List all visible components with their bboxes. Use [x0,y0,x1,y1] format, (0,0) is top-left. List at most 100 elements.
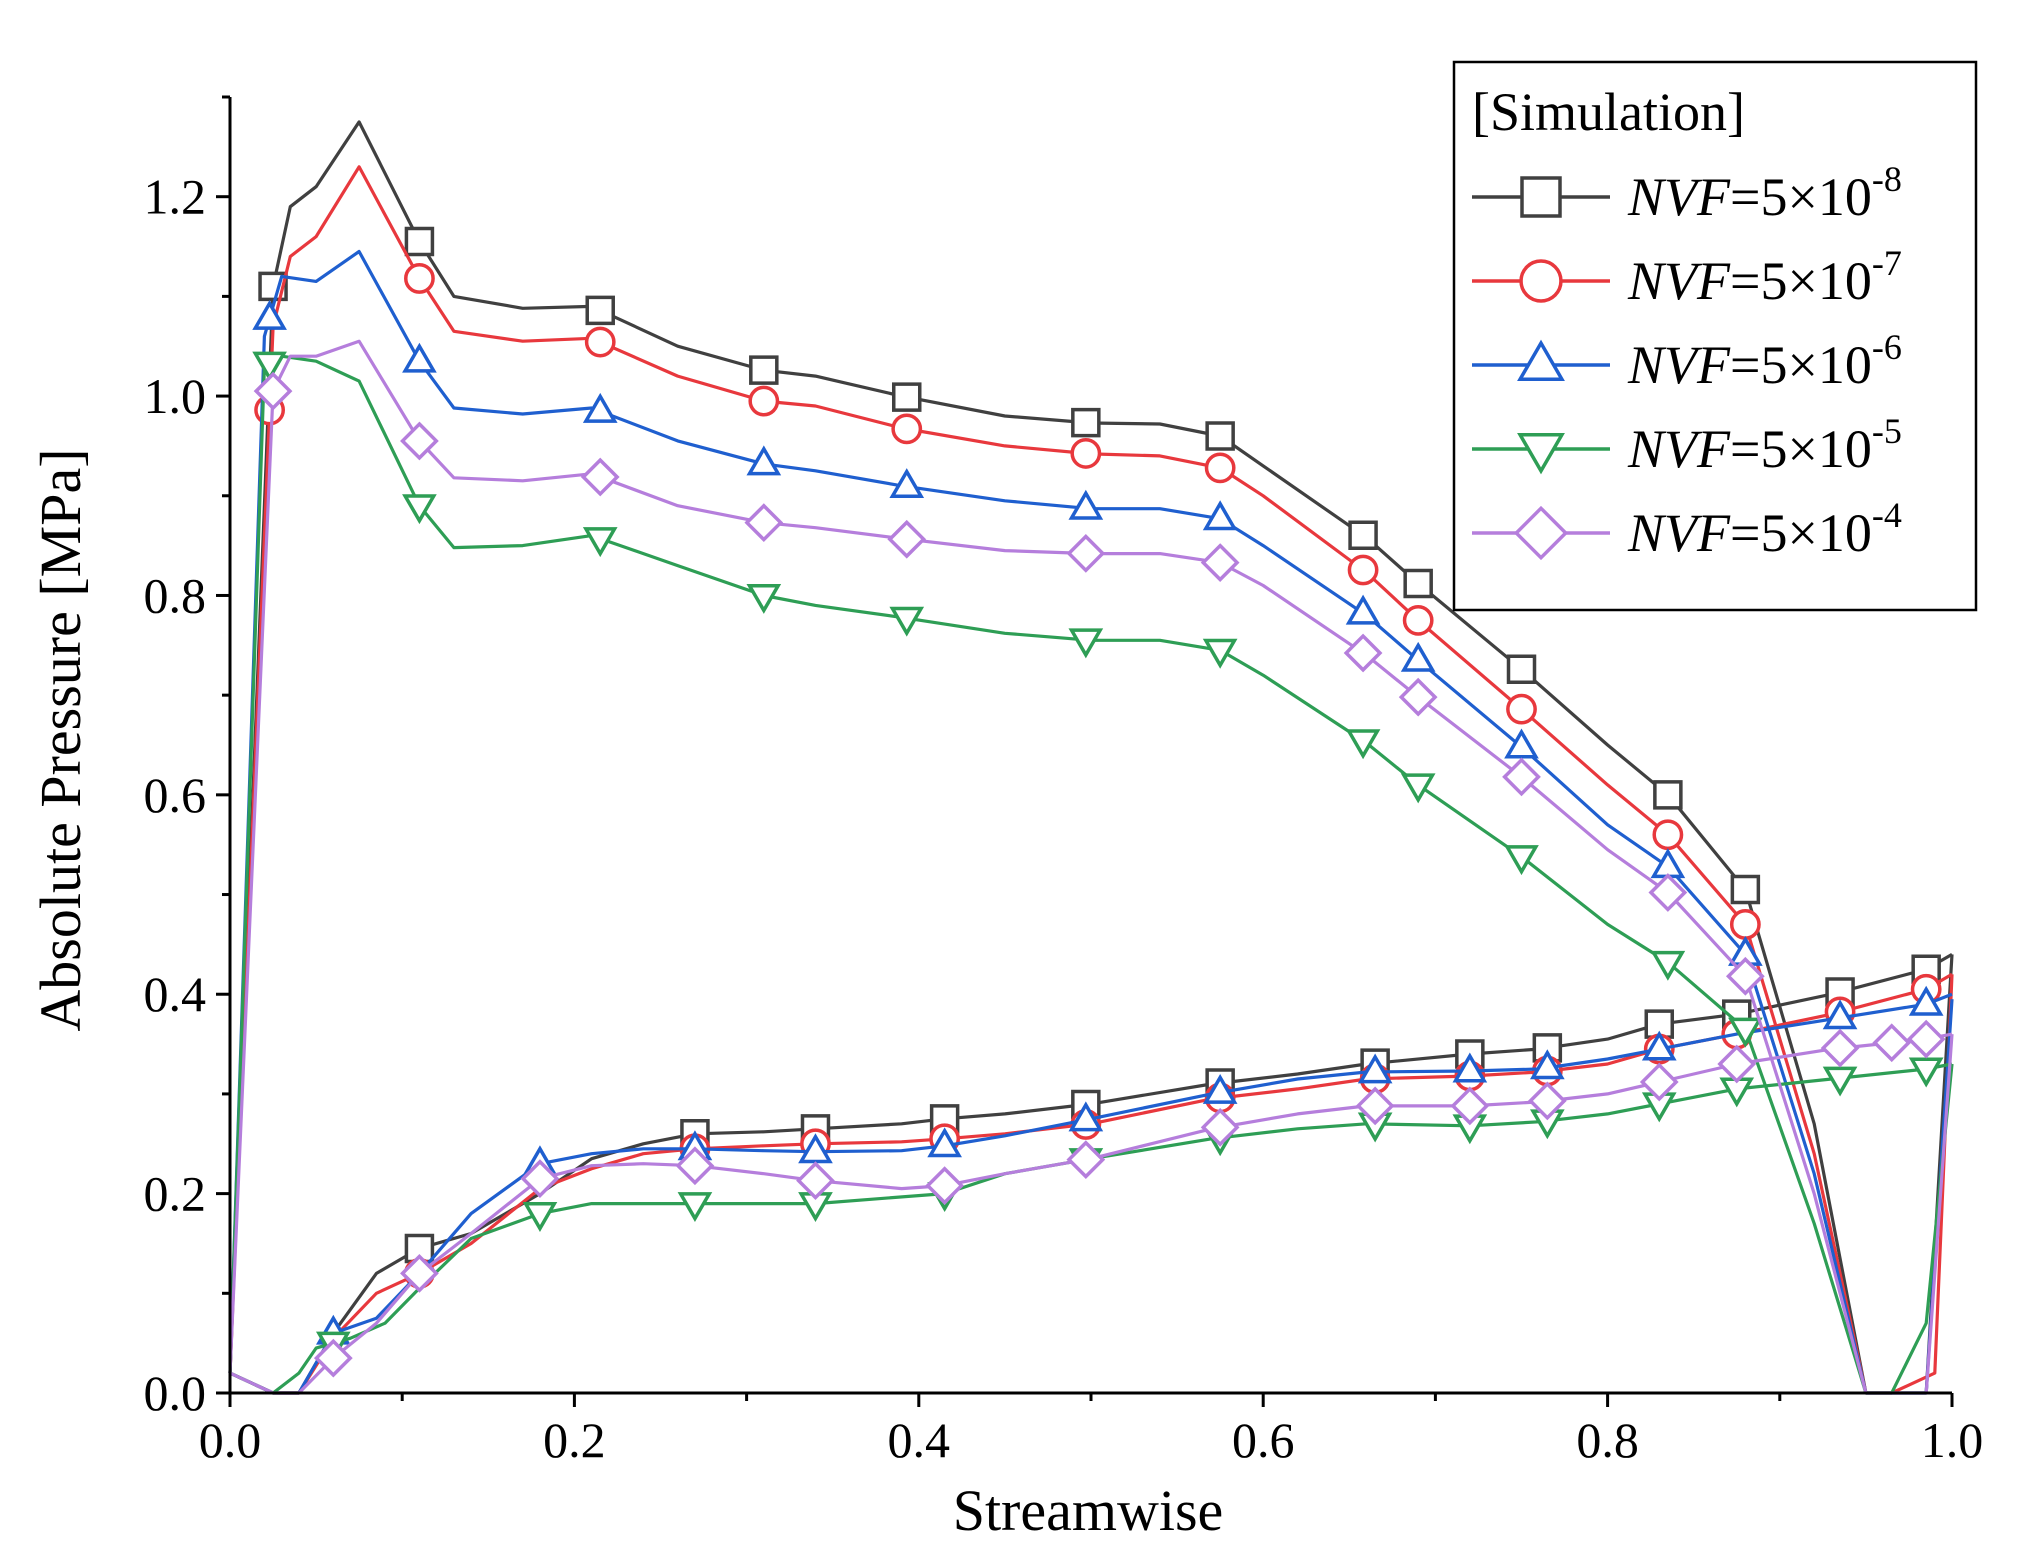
series-3-upper-marker-1 [402,494,437,525]
series-0-upper-marker-1 [404,226,435,257]
series-0-lower-marker-8 [1532,1033,1563,1063]
series-2-lower-marker-12 [1908,985,1944,1016]
legend-entry-3-equals: =5×10 [1730,419,1872,479]
series-2-upper-marker-7 [1345,594,1381,625]
legend-entry-3-exponent: -5 [1872,411,1902,451]
x-tick-label-1: 0.2 [543,1412,606,1468]
y-tick-label-5: 1.0 [144,368,207,424]
series-3-lower-marker-2 [677,1192,713,1223]
series-0-upper-marker-6 [1205,421,1235,451]
legend-entry-2-prefix: NVF [1627,335,1731,395]
series-4-lower-marker-11 [1639,1062,1679,1102]
legend-entry-2-exponent: -6 [1872,327,1902,367]
series-4-upper-marker-4 [887,519,927,559]
series-4-lower-marker-1 [400,1253,439,1293]
legend-entry-1-marker [1519,259,1563,303]
series-0-upper-marker-10 [1653,780,1683,810]
x-tick-label-2: 0.4 [888,1412,951,1468]
legend-entry-4-prefix: NVF [1627,503,1731,563]
x-tick-label-0: 0.0 [199,1412,262,1468]
legend-entry-3-prefix: NVF [1627,419,1731,479]
legend-entry-1-prefix: NVF [1627,251,1731,311]
series-3-upper-marker-6 [1202,638,1238,669]
series-4 [228,339,1954,1395]
series-layer [228,120,1954,1395]
series-3-upper-marker-4 [889,606,925,637]
series-4-lower-marker-13 [1820,1028,1860,1068]
legend-entry-4-label: NVF=5×10-4 [1627,495,1902,563]
series-4-lower-marker-14 [1872,1023,1912,1063]
series-4-upper-marker-8 [1398,677,1438,717]
series-1-upper-marker-9 [1506,693,1537,725]
series-3-upper-marker-5 [1068,628,1104,659]
series-4-lower-marker-5 [925,1166,965,1206]
y-tick-label-6: 1.2 [144,169,207,225]
series-3-upper-marker-3 [746,583,782,614]
series-4-lower-marker-7 [1200,1107,1240,1147]
series-2-lower-marker-10 [1641,1030,1677,1061]
y-tick-label-4: 0.8 [144,567,207,623]
series-0-upper-marker-8 [1403,568,1433,599]
series-2-lower-marker-8 [1452,1052,1488,1083]
series-2-lower-line [229,992,1953,1395]
series-0-lower-line [229,953,1953,1395]
series-3-upper-marker-2 [582,527,618,558]
legend-entry-0-marker [1520,176,1562,218]
series-0-upper-marker-4 [891,382,922,412]
series-2-upper-marker-9 [1504,728,1539,759]
series-3 [228,351,1954,1395]
legend-entry-0-equals: =5×10 [1730,167,1872,227]
series-4-lower-line [229,1032,1953,1395]
series-1-upper-marker-10 [1652,819,1684,851]
y-tick-label-2: 0.4 [144,966,207,1022]
series-2-upper-marker-1 [402,342,437,373]
series-2-upper-marker-8 [1400,641,1436,672]
series-4-lower-marker-2 [520,1159,560,1199]
series-4-upper-marker-5 [1066,534,1106,573]
series-1-upper-marker-7 [1347,554,1379,586]
series-4-lower-marker-9 [1450,1086,1490,1126]
series-2-upper-marker-5 [1068,489,1104,520]
series-3-upper-marker-0 [252,351,287,382]
legend-entry-1: NVF=5×10-7 [1472,243,1902,311]
series-2-lower-marker-9 [1529,1049,1565,1080]
series-4-upper-marker-11 [1725,956,1765,996]
series-2-upper-marker-6 [1202,500,1238,531]
y-axis-label: Absolute Pressure [MPa] [28,448,93,1031]
series-1-upper-marker-2 [584,326,616,358]
legend-entry-0-label: NVF=5×10-8 [1627,159,1902,227]
legend-entry-1-exponent: -7 [1872,243,1902,283]
legend-entry-2-marker [1517,339,1565,381]
series-2-lower-marker-4 [927,1127,962,1158]
series-3-lower-marker-1 [522,1202,558,1232]
legend-entry-4-marker [1513,505,1569,561]
series-2-upper-marker-2 [582,392,618,423]
series-1-upper-marker-11 [1729,909,1761,940]
legend-entry-3-marker [1517,433,1565,475]
legend-entry-0: NVF=5×10-8 [1472,159,1902,227]
series-1-upper-marker-5 [1070,438,1102,469]
series-0-lower-marker-9 [1644,1009,1675,1039]
series-2-upper-marker-3 [746,445,782,476]
series-4-lower-marker-0 [313,1338,353,1378]
series-0-upper-marker-2 [585,295,615,326]
legend-entry-4-equals: =5×10 [1730,503,1872,563]
series-4-upper-marker-7 [1343,633,1383,673]
series-1-lower-line [229,972,1953,1395]
series-4-lower-marker-6 [1066,1140,1106,1179]
y-tick-label-0: 0.0 [144,1365,207,1421]
series-4-upper-marker-0 [253,371,293,411]
series-3-lower-marker-13 [1908,1057,1944,1088]
legend: [Simulation] NVF=5×10-8NVF=5×10-7NVF=5×1… [1452,60,1978,612]
legend-entry-4-exponent: -4 [1872,495,1902,535]
legend-entry-1-equals: =5×10 [1730,251,1872,311]
axes-layer: 0.0 0.2 0.4 0.6 0.8 1.0 0.0 0.2 0.4 0.6 0.8 1.0 1.2 [144,95,1983,1468]
series-4-lower-marker-12 [1717,1044,1757,1084]
legend-entry-3-label: NVF=5×10-5 [1627,411,1902,479]
series-4-lower-marker-3 [675,1146,715,1186]
series-0-upper-marker-9 [1506,654,1537,684]
series-3-upper-marker-9 [1504,845,1539,876]
series-0-upper-marker-11 [1730,874,1761,905]
series-2-lower-marker-5 [1068,1101,1104,1132]
